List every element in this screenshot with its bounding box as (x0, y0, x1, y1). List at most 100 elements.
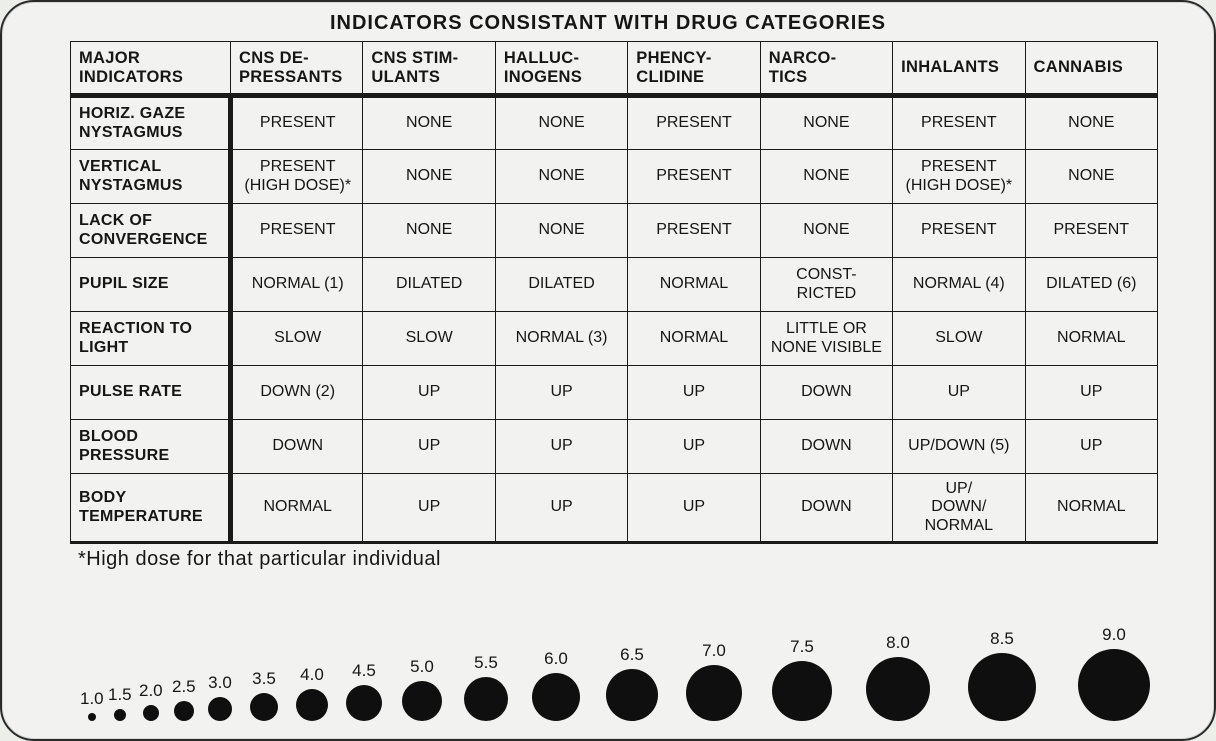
pupil-size-label: 7.5 (790, 637, 814, 657)
pupil-size-marker: 2.0 (139, 681, 163, 721)
cell: PRESENT (1025, 204, 1157, 258)
pupil-size-label: 8.5 (990, 629, 1014, 649)
table-header-row: MAJOR INDICATORSCNS DE-PRESSANTSCNS STIM… (71, 42, 1158, 96)
reference-card: INDICATORS CONSISTANT WITH DRUG CATEGORI… (0, 0, 1216, 741)
cell: UP (893, 366, 1025, 420)
pupil-dot-icon (866, 657, 930, 721)
pupil-size-label: 2.5 (172, 677, 196, 697)
cell: NONE (495, 204, 627, 258)
table-row: LACK OF CONVERGENCEPRESENTNONENONEPRESEN… (71, 204, 1158, 258)
pupil-size-marker: 6.5 (606, 645, 658, 721)
cell: NONE (1025, 96, 1157, 150)
table-body: HORIZ. GAZE NYSTAGMUSPRESENTNONENONEPRES… (71, 96, 1158, 543)
table-row: HORIZ. GAZE NYSTAGMUSPRESENTNONENONEPRES… (71, 96, 1158, 150)
pupil-dot-icon (88, 713, 96, 721)
cell: NONE (760, 204, 892, 258)
row-label: HORIZ. GAZE NYSTAGMUS (71, 96, 231, 150)
cell: NONE (1025, 150, 1157, 204)
pupil-size-label: 9.0 (1102, 625, 1126, 645)
pupil-size-label: 5.5 (474, 653, 498, 673)
row-label: BODY TEMPERATURE (71, 474, 231, 543)
cell: UP (628, 366, 760, 420)
row-label: BLOOD PRESSURE (71, 420, 231, 474)
cell: NONE (363, 150, 495, 204)
cell: NORMAL (1025, 474, 1157, 543)
cell: PRESENT (HIGH DOSE)* (231, 150, 363, 204)
pupil-size-label: 4.5 (352, 661, 376, 681)
cell: SLOW (231, 312, 363, 366)
pupil-dot-icon (464, 677, 508, 721)
pupil-dot-icon (250, 693, 278, 721)
pupil-size-label: 1.0 (80, 689, 104, 709)
cell: UP (363, 420, 495, 474)
row-label: VERTICAL NYSTAGMUS (71, 150, 231, 204)
table-wrap: MAJOR INDICATORSCNS DE-PRESSANTSCNS STIM… (70, 41, 1158, 544)
cell: UP (495, 474, 627, 543)
pupil-size-label: 8.0 (886, 633, 910, 653)
pupil-size-label: 4.0 (300, 665, 324, 685)
cell: UP/DOWN (5) (893, 420, 1025, 474)
cell: NORMAL (1) (231, 258, 363, 312)
cell: UP (1025, 420, 1157, 474)
cell: CONST-RICTED (760, 258, 892, 312)
cell: UP (363, 474, 495, 543)
footnote: *High dose for that particular individua… (78, 548, 1214, 571)
cell: UP (1025, 366, 1157, 420)
pupil-size-label: 3.5 (252, 669, 276, 689)
cell: UP (495, 420, 627, 474)
pupil-dot-icon (143, 705, 159, 721)
cell: DOWN (760, 366, 892, 420)
cell: PRESENT (628, 150, 760, 204)
cell: LITTLE OR NONE VISIBLE (760, 312, 892, 366)
cell: UP (628, 474, 760, 543)
cell: NONE (495, 150, 627, 204)
cell: DILATED (6) (1025, 258, 1157, 312)
pupil-size-marker: 3.0 (208, 673, 232, 721)
pupil-dot-icon (296, 689, 328, 721)
cell: NONE (760, 150, 892, 204)
col-header: CANNABIS (1025, 42, 1157, 96)
pupil-size-marker: 1.0 (80, 689, 104, 721)
pupil-size-marker: 7.5 (772, 637, 832, 721)
pupil-dot-icon (606, 669, 658, 721)
pupil-size-marker: 9.0 (1078, 625, 1150, 721)
pupil-size-label: 2.0 (139, 681, 163, 701)
pupil-dot-icon (532, 673, 580, 721)
pupil-size-marker: 6.0 (532, 649, 580, 721)
cell: NONE (363, 204, 495, 258)
cell: PRESENT (HIGH DOSE)* (893, 150, 1025, 204)
cell: NONE (363, 96, 495, 150)
cell: UP (495, 366, 627, 420)
cell: PRESENT (893, 204, 1025, 258)
cell: PRESENT (231, 96, 363, 150)
pupil-dot-icon (346, 685, 382, 721)
pupil-dot-icon (174, 701, 194, 721)
pupil-dot-icon (968, 653, 1036, 721)
cell: NONE (495, 96, 627, 150)
page-title: INDICATORS CONSISTANT WITH DRUG CATEGORI… (2, 2, 1214, 35)
pupil-dot-icon (402, 681, 442, 721)
col-header: NARCO-TICS (760, 42, 892, 96)
pupil-size-marker: 3.5 (250, 669, 278, 721)
col-header-indicators: MAJOR INDICATORS (71, 42, 231, 96)
pupil-size-marker: 8.0 (866, 633, 930, 721)
table-row: VERTICAL NYSTAGMUSPRESENT (HIGH DOSE)*NO… (71, 150, 1158, 204)
cell: NORMAL (3) (495, 312, 627, 366)
pupil-dot-icon (114, 709, 126, 721)
table-row: BLOOD PRESSUREDOWNUPUPUPDOWNUP/DOWN (5)U… (71, 420, 1158, 474)
col-header: PHENCY-CLIDINE (628, 42, 760, 96)
pupil-size-label: 1.5 (108, 685, 132, 705)
pupil-size-label: 3.0 (208, 673, 232, 693)
table-row: PULSE RATEDOWN (2)UPUPUPDOWNUPUP (71, 366, 1158, 420)
pupil-size-marker: 5.5 (464, 653, 508, 721)
cell: PRESENT (628, 204, 760, 258)
pupil-dot-icon (208, 697, 232, 721)
pupil-size-label: 5.0 (410, 657, 434, 677)
cell: DILATED (495, 258, 627, 312)
pupil-dot-icon (1078, 649, 1150, 721)
col-header: HALLUC-INOGENS (495, 42, 627, 96)
cell: NORMAL (4) (893, 258, 1025, 312)
table-row: PUPIL SIZENORMAL (1)DILATEDDILATEDNORMAL… (71, 258, 1158, 312)
cell: PRESENT (628, 96, 760, 150)
pupil-size-label: 7.0 (702, 641, 726, 661)
